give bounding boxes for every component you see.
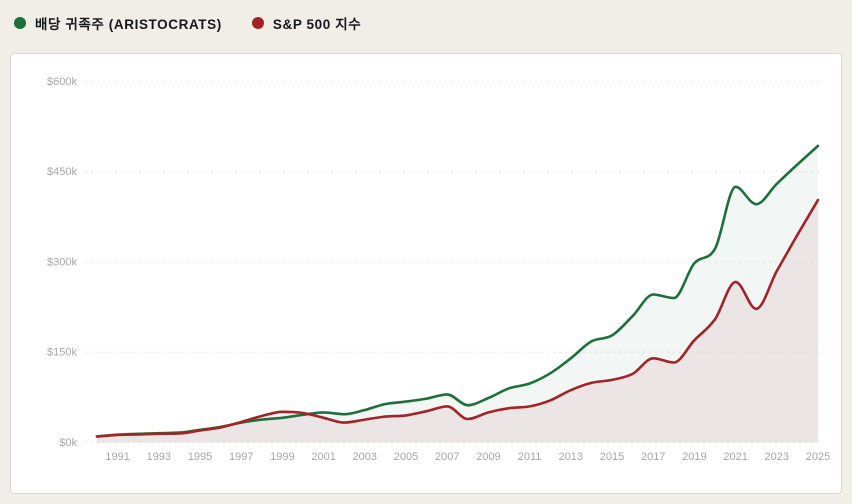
x-tick-label: 2005 <box>394 451 418 463</box>
legend-item-sp500[interactable]: S&P 500 지수 <box>251 13 362 33</box>
x-tick-label: 2015 <box>600 451 624 463</box>
sp500-dot-icon <box>251 17 264 29</box>
x-tick-label: 1997 <box>229 451 253 463</box>
x-tick-label: 2001 <box>311 451 335 463</box>
chart-card: $600k $450k $300k $150k $0k 1991 1993 1995 1997 1… <box>10 53 842 494</box>
chart-legend: 배당 귀족주 (ARISTOCRATS) S&P 500 지수 <box>14 9 361 37</box>
x-tick-label: 2013 <box>559 451 583 463</box>
x-tick-label: 2011 <box>518 451 542 463</box>
x-tick-label: 2003 <box>353 451 377 463</box>
sp500-line <box>95 198 820 438</box>
x-tick-label: 2023 <box>765 451 789 463</box>
x-tick-label: 2007 <box>435 451 459 463</box>
y-tick-label: $450k <box>47 166 77 178</box>
y-tick-label: $150k <box>47 347 77 359</box>
x-tick-label: 1993 <box>147 451 171 463</box>
x-tick-label: 2009 <box>476 451 500 463</box>
y-tick-label: $600k <box>47 76 77 88</box>
x-tick-label: 2017 <box>641 451 665 463</box>
aristocrats-dot-icon <box>14 17 26 29</box>
x-tick-label: 2019 <box>682 451 706 463</box>
x-tick-label: 1999 <box>270 451 294 463</box>
legend-label-sp500: S&P 500 지수 <box>272 17 362 32</box>
x-tick-label: 1995 <box>188 451 212 463</box>
chart-canvas: $600k $450k $300k $150k $0k 1991 1993 1995 1997 1… <box>47 76 830 463</box>
legend-item-aristocrats[interactable]: 배당 귀족주 (ARISTOCRATS) <box>14 13 222 33</box>
y-tick-label: $0k <box>59 437 77 449</box>
x-tick-label: 2025 <box>806 451 830 463</box>
y-tick-label: $300k <box>47 256 77 268</box>
x-tick-label: 2021 <box>723 451 747 463</box>
sp500-area <box>97 200 818 443</box>
legend-label-aristocrats: 배당 귀족주 (ARISTOCRATS) <box>35 17 222 32</box>
x-tick-label: 1991 <box>105 451 129 463</box>
